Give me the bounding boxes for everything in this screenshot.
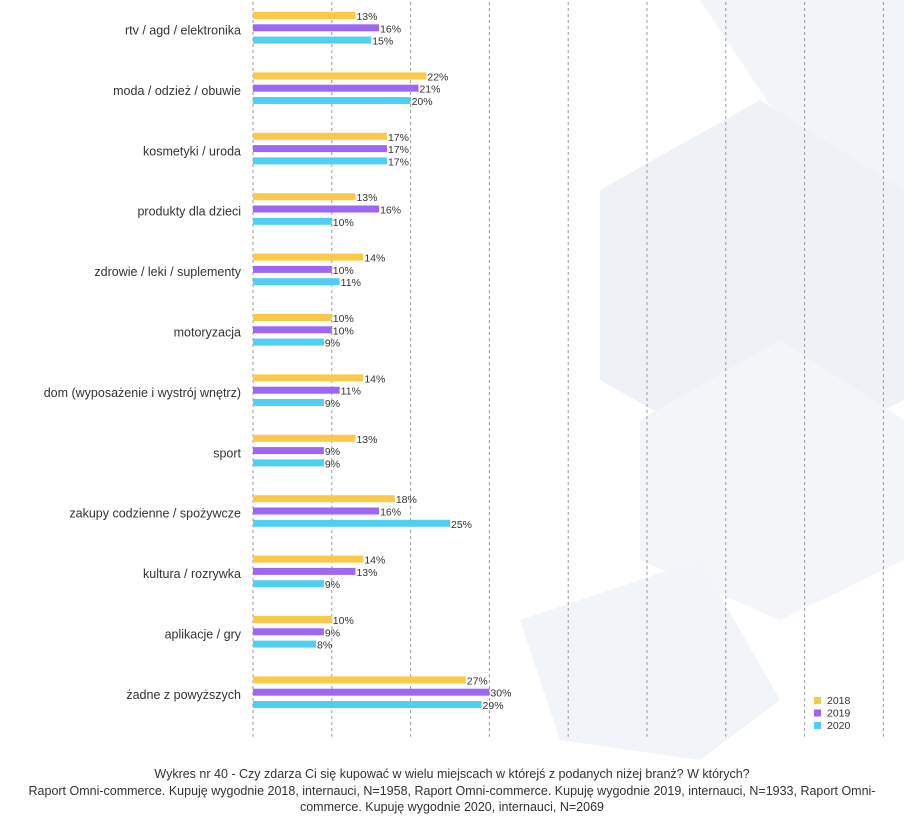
bar-2020 (253, 278, 340, 286)
bar-2018 (253, 12, 356, 19)
data-label: 16% (380, 205, 401, 217)
bar-2020 (253, 399, 324, 406)
data-label: 10% (333, 615, 354, 627)
data-label: 27% (467, 675, 488, 687)
chart-bars: 13%16%15%22%21%20%17%17%17%13%16%10%14%1… (253, 11, 511, 712)
bar-2020 (253, 580, 324, 588)
bar-2020 (253, 701, 482, 708)
bar-2018 (253, 495, 395, 503)
data-label: 17% (388, 144, 409, 156)
category-label: moda / odzież / obuwie (113, 84, 241, 98)
bar-2020 (253, 36, 372, 44)
bar-2018 (253, 555, 364, 563)
bar-2018 (253, 676, 466, 684)
bar-2019 (253, 567, 356, 575)
data-label: 30% (490, 688, 511, 700)
data-label: 11% (341, 386, 361, 398)
bar-2020 (253, 217, 332, 225)
category-label: kultura / rozrywka (143, 567, 241, 581)
category-label: dom (wyposażenie i wystrój wnętrz) (44, 386, 241, 400)
data-label: 16% (380, 507, 401, 519)
bar-2019 (253, 326, 332, 334)
category-label: zdrowie / leki / suplementy (94, 265, 241, 279)
category-label: aplikacje / gry (165, 627, 242, 641)
data-label: 10% (333, 313, 354, 325)
data-label: 9% (325, 338, 340, 350)
bar-2020 (253, 640, 317, 648)
legend-label: 2019 (827, 708, 851, 720)
data-label: 10% (333, 265, 354, 277)
data-label: 14% (364, 373, 385, 385)
legend-swatch-2019 (814, 709, 821, 717)
data-label: 22% (427, 71, 448, 83)
data-label: 13% (356, 567, 377, 579)
bar-2018 (253, 193, 356, 201)
data-label: 14% (364, 555, 385, 567)
data-label: 11% (341, 277, 361, 289)
category-label: rtv / agd / elektronika (125, 23, 241, 37)
bar-2019 (253, 386, 340, 394)
bar-2018 (253, 253, 364, 261)
bar-2019 (253, 84, 419, 92)
category-label: żadne z powyższych (126, 688, 241, 702)
data-label: 14% (364, 253, 385, 265)
data-label: 17% (388, 156, 409, 168)
data-label: 15% (372, 36, 393, 48)
chart-caption: Wykres nr 40 - Czy zdarza Ci się kupować… (0, 766, 904, 816)
data-label: 16% (380, 23, 401, 35)
legend-swatch-2018 (814, 697, 821, 704)
bar-2019 (253, 145, 387, 153)
legend-label: 2020 (827, 720, 851, 732)
data-label: 13% (356, 434, 377, 446)
data-label: 8% (317, 640, 332, 652)
data-label: 9% (325, 579, 340, 591)
category-label: produkty dla dzieci (137, 205, 241, 219)
data-label: 9% (325, 398, 340, 410)
category-labels: rtv / agd / elektronika moda / odzież / o… (44, 23, 242, 701)
category-label: motoryzacja (174, 325, 241, 339)
bar-2019 (253, 688, 490, 696)
bar-2019 (253, 628, 324, 636)
chart-grid (252, 2, 884, 737)
data-label: 29% (483, 700, 504, 712)
bar-2020 (253, 338, 324, 346)
data-label: 13% (356, 192, 377, 204)
bar-2018 (253, 616, 332, 623)
bar-2020 (253, 97, 411, 104)
bar-2019 (253, 507, 380, 515)
bar-2018 (253, 314, 332, 321)
data-label: 10% (333, 217, 354, 229)
data-label: 25% (451, 519, 472, 531)
chart-caption-title: Wykres nr 40 - Czy zdarza Ci się kupować… (154, 767, 750, 781)
data-label: 9% (325, 458, 340, 470)
category-label: sport (213, 446, 241, 460)
bar-2018 (253, 374, 364, 382)
data-label: 9% (325, 446, 340, 458)
bar-2019 (253, 265, 332, 273)
legend-swatch-2020 (814, 722, 821, 729)
category-label: zakupy codzienne / spożywcze (69, 507, 241, 521)
category-label: kosmetyki / uroda (143, 144, 241, 158)
bar-2018 (253, 434, 356, 442)
data-label: 20% (412, 96, 433, 108)
data-label: 13% (356, 11, 377, 23)
bar-2018 (253, 72, 427, 80)
bar-chart: 13%16%15%22%21%20%17%17%17%13%16%10%14%1… (44, 2, 884, 737)
data-label: 17% (388, 132, 409, 144)
data-label: 10% (333, 325, 354, 337)
bar-2020 (253, 459, 324, 467)
chart-caption-source: Raport Omni-commerce. Kupuję wygodnie 20… (28, 783, 876, 815)
bar-2019 (253, 24, 380, 32)
bar-2020 (253, 157, 387, 165)
bar-2020 (253, 519, 450, 527)
data-label: 9% (325, 627, 340, 639)
legend-label: 2018 (827, 695, 851, 707)
bar-2019 (253, 447, 324, 455)
bar-2018 (253, 132, 387, 140)
bar-2019 (253, 205, 380, 213)
data-label: 18% (396, 494, 417, 506)
data-label: 21% (419, 84, 440, 96)
